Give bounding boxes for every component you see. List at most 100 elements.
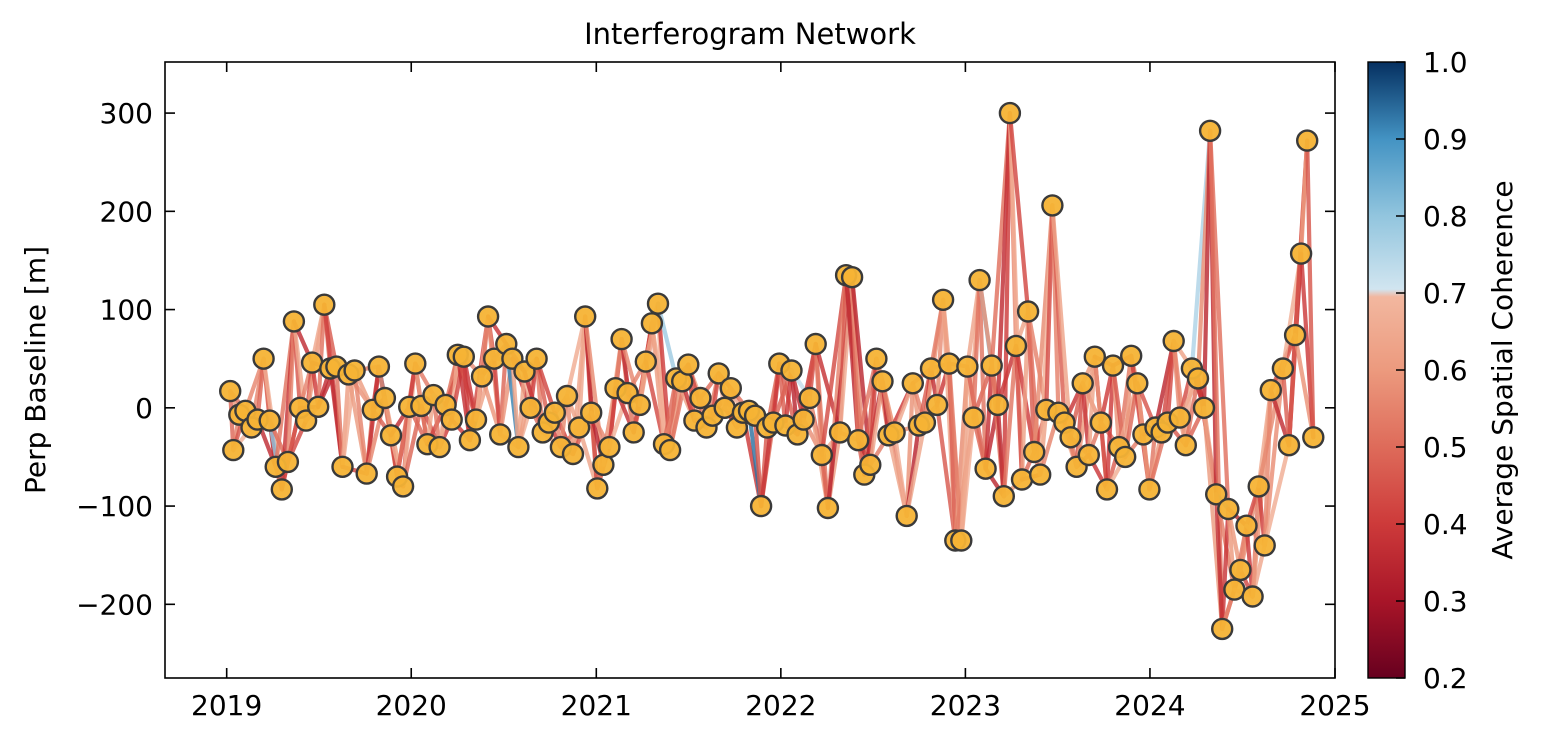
acquisition-point [555,384,579,408]
x-tick-label: 2021 [561,689,632,722]
colorbar-tick-label: 0.7 [1423,277,1468,310]
acquisition-point [355,462,378,485]
acquisition-point [282,310,306,333]
acquisition-point [1247,475,1270,498]
acquisition-point [895,504,918,528]
acquisition-point [840,266,864,289]
acquisition-point [1004,334,1028,358]
acquisition-point [222,438,245,462]
x-tick-label: 2022 [745,689,816,722]
acquisition-point [1113,445,1137,469]
acquisition-point [962,406,985,429]
acquisition-point [1192,396,1216,419]
network-edge [285,319,296,464]
acquisition-point [258,409,281,432]
acquisition-point [780,359,803,382]
network-edge [1001,343,1019,499]
acquisition-point [294,409,318,432]
acquisition-point [574,305,597,328]
acquisition-point [1016,300,1040,323]
network-edge [983,363,994,471]
network-edge [510,356,521,450]
acquisition-point [543,401,566,424]
acquisition-point [1059,426,1082,449]
acquisition-point [974,457,997,480]
colorbar-tick-label: 0.9 [1423,123,1468,156]
acquisition-point [689,386,712,410]
acquisition-point [1168,406,1192,429]
y-tick-label: 0 [135,392,153,425]
acquisition-point [276,450,300,474]
acquisition-point [307,395,330,418]
network-edge [977,278,988,471]
acquisition-point [938,352,961,375]
acquisition-point [1302,426,1325,449]
acquisition-point [458,429,482,452]
acquisition-point [270,478,293,501]
acquisition-point [628,393,651,417]
acquisition-point [847,429,870,452]
acquisition-point [440,408,463,431]
colorbar-tick-label: 0.5 [1423,431,1468,464]
acquisition-point [1095,478,1119,501]
acquisition-point [865,347,888,370]
acquisition-point [1223,578,1246,601]
acquisition-point [1010,468,1034,491]
acquisition-point [956,355,979,378]
acquisition-point [1126,372,1149,395]
colorbar-tick-label: 0.4 [1423,508,1468,541]
acquisition-point [871,370,894,393]
x-tick-label: 2020 [376,689,447,722]
network-edge [655,301,679,381]
acquisition-point [476,305,500,328]
x-tick-label: 2024 [1114,689,1185,722]
acquisition-point [252,347,275,370]
plot-frame [164,61,1336,679]
acquisition-point [804,332,827,356]
acquisition-point [1229,558,1252,582]
y-tick-label: −100 [76,490,153,523]
acquisition-point [1204,483,1228,506]
network-edge [1050,203,1073,440]
x-tick-label: 2023 [930,689,1001,722]
colorbar-tick-label: 0.6 [1423,354,1468,387]
acquisition-point [707,362,730,385]
network-edge [1305,138,1316,440]
acquisition-point [300,351,324,374]
acquisition-point [470,365,494,388]
chart-title: Interferogram Network [584,17,916,51]
acquisition-points [218,101,1325,641]
acquisition-point [1138,478,1161,501]
acquisition-point [1217,497,1240,521]
acquisition-point [580,401,603,424]
acquisition-point [622,421,645,444]
network-edge [1007,110,1031,314]
network-edge [752,413,764,509]
network-edge [1086,354,1097,458]
acquisition-point [598,435,621,459]
y-tick-label: 100 [100,294,153,327]
acquisition-point [343,359,366,382]
acquisition-point [1283,323,1307,347]
y-axis-ticks: −200 −100 0 100 200 300 [76,97,1335,621]
network-edge [1183,376,1201,448]
acquisition-point [1174,434,1198,457]
acquisition-point [1041,194,1064,217]
acquisition-point [1101,354,1125,377]
network-edge [1001,110,1013,499]
acquisition-point [816,496,840,520]
network-edge [1220,506,1231,632]
acquisition-point [428,435,451,459]
network-edge [1214,492,1225,632]
network-edge [1262,366,1286,548]
network-edge [576,314,588,430]
acquisition-point [640,312,664,335]
y-tick-label: 300 [100,97,153,130]
colorbar-ticks: 0.2 0.3 0.4 0.5 0.6 0.7 0.8 0.9 1.0 [1396,46,1468,695]
acquisition-point [1089,411,1113,434]
acquisition-point [379,424,403,447]
acquisition-point [1241,585,1264,608]
network-edge [583,314,606,467]
acquisition-point [1162,329,1185,353]
